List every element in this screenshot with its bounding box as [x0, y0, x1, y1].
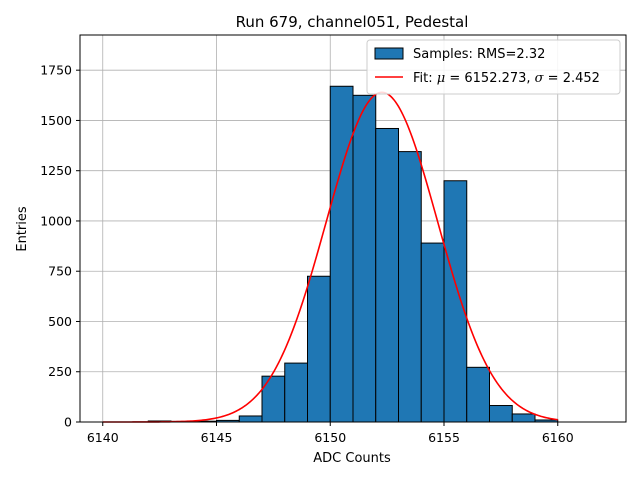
y-axis-label: Entries	[15, 206, 30, 252]
histogram-bar	[466, 366, 490, 423]
x-tick-label: 6155	[428, 430, 460, 445]
x-axis-ticks: 6140 6145 6150 6155 6160	[87, 422, 574, 445]
histogram-bars	[147, 85, 559, 423]
plot-frame	[79, 34, 627, 423]
x-tick-label: 6160	[542, 430, 574, 445]
histogram-bar	[375, 127, 399, 423]
x-axis-label: ADC Counts	[313, 451, 391, 466]
y-tick-label: 0	[64, 415, 72, 430]
histogram-bar	[284, 362, 308, 423]
legend-samples-label: Samples: RMS=2.32	[413, 47, 545, 62]
histogram-bar	[420, 242, 445, 423]
x-tick-label: 6140	[87, 430, 119, 445]
y-tick-label: 1000	[40, 213, 72, 228]
histogram-bar	[489, 405, 513, 423]
histogram-bar	[352, 94, 377, 423]
legend-box	[366, 39, 621, 95]
histogram-bar	[307, 275, 331, 423]
histogram-bar	[511, 413, 536, 423]
legend-fit-sigma-value: = 2.452	[544, 71, 600, 86]
y-tick-label: 250	[48, 364, 72, 379]
legend-fit-mu-symbol: μ	[437, 71, 445, 86]
y-tick-label: 500	[48, 314, 72, 329]
legend-fit-mu-value: = 6152.273,	[445, 71, 534, 86]
histogram-bar	[398, 151, 422, 423]
chart-title: Run 679, channel051, Pedestal	[236, 13, 469, 31]
legend: Samples: RMS=2.32 Fit: μ = 6152.273, σ =…	[366, 39, 621, 95]
histogram-bar	[261, 375, 286, 423]
y-axis-ticks: 0 250 500 750 1000 1250 1500 1750	[40, 63, 80, 430]
legend-fit-sigma-symbol: σ	[535, 71, 545, 86]
y-tick-label: 750	[48, 264, 72, 279]
legend-samples-swatch	[374, 47, 404, 60]
legend-fit-prefix: Fit:	[413, 71, 437, 86]
histogram-bar	[329, 85, 354, 423]
y-tick-label: 1250	[40, 163, 72, 178]
x-tick-label: 6150	[314, 430, 346, 445]
histogram-bar	[443, 180, 468, 423]
y-tick-label: 1750	[40, 63, 72, 78]
x-tick-label: 6145	[201, 430, 233, 445]
legend-fit-label: Fit: μ = 6152.273, σ = 2.452	[413, 71, 600, 86]
y-tick-label: 1500	[40, 113, 72, 128]
histogram-bar	[238, 415, 263, 423]
